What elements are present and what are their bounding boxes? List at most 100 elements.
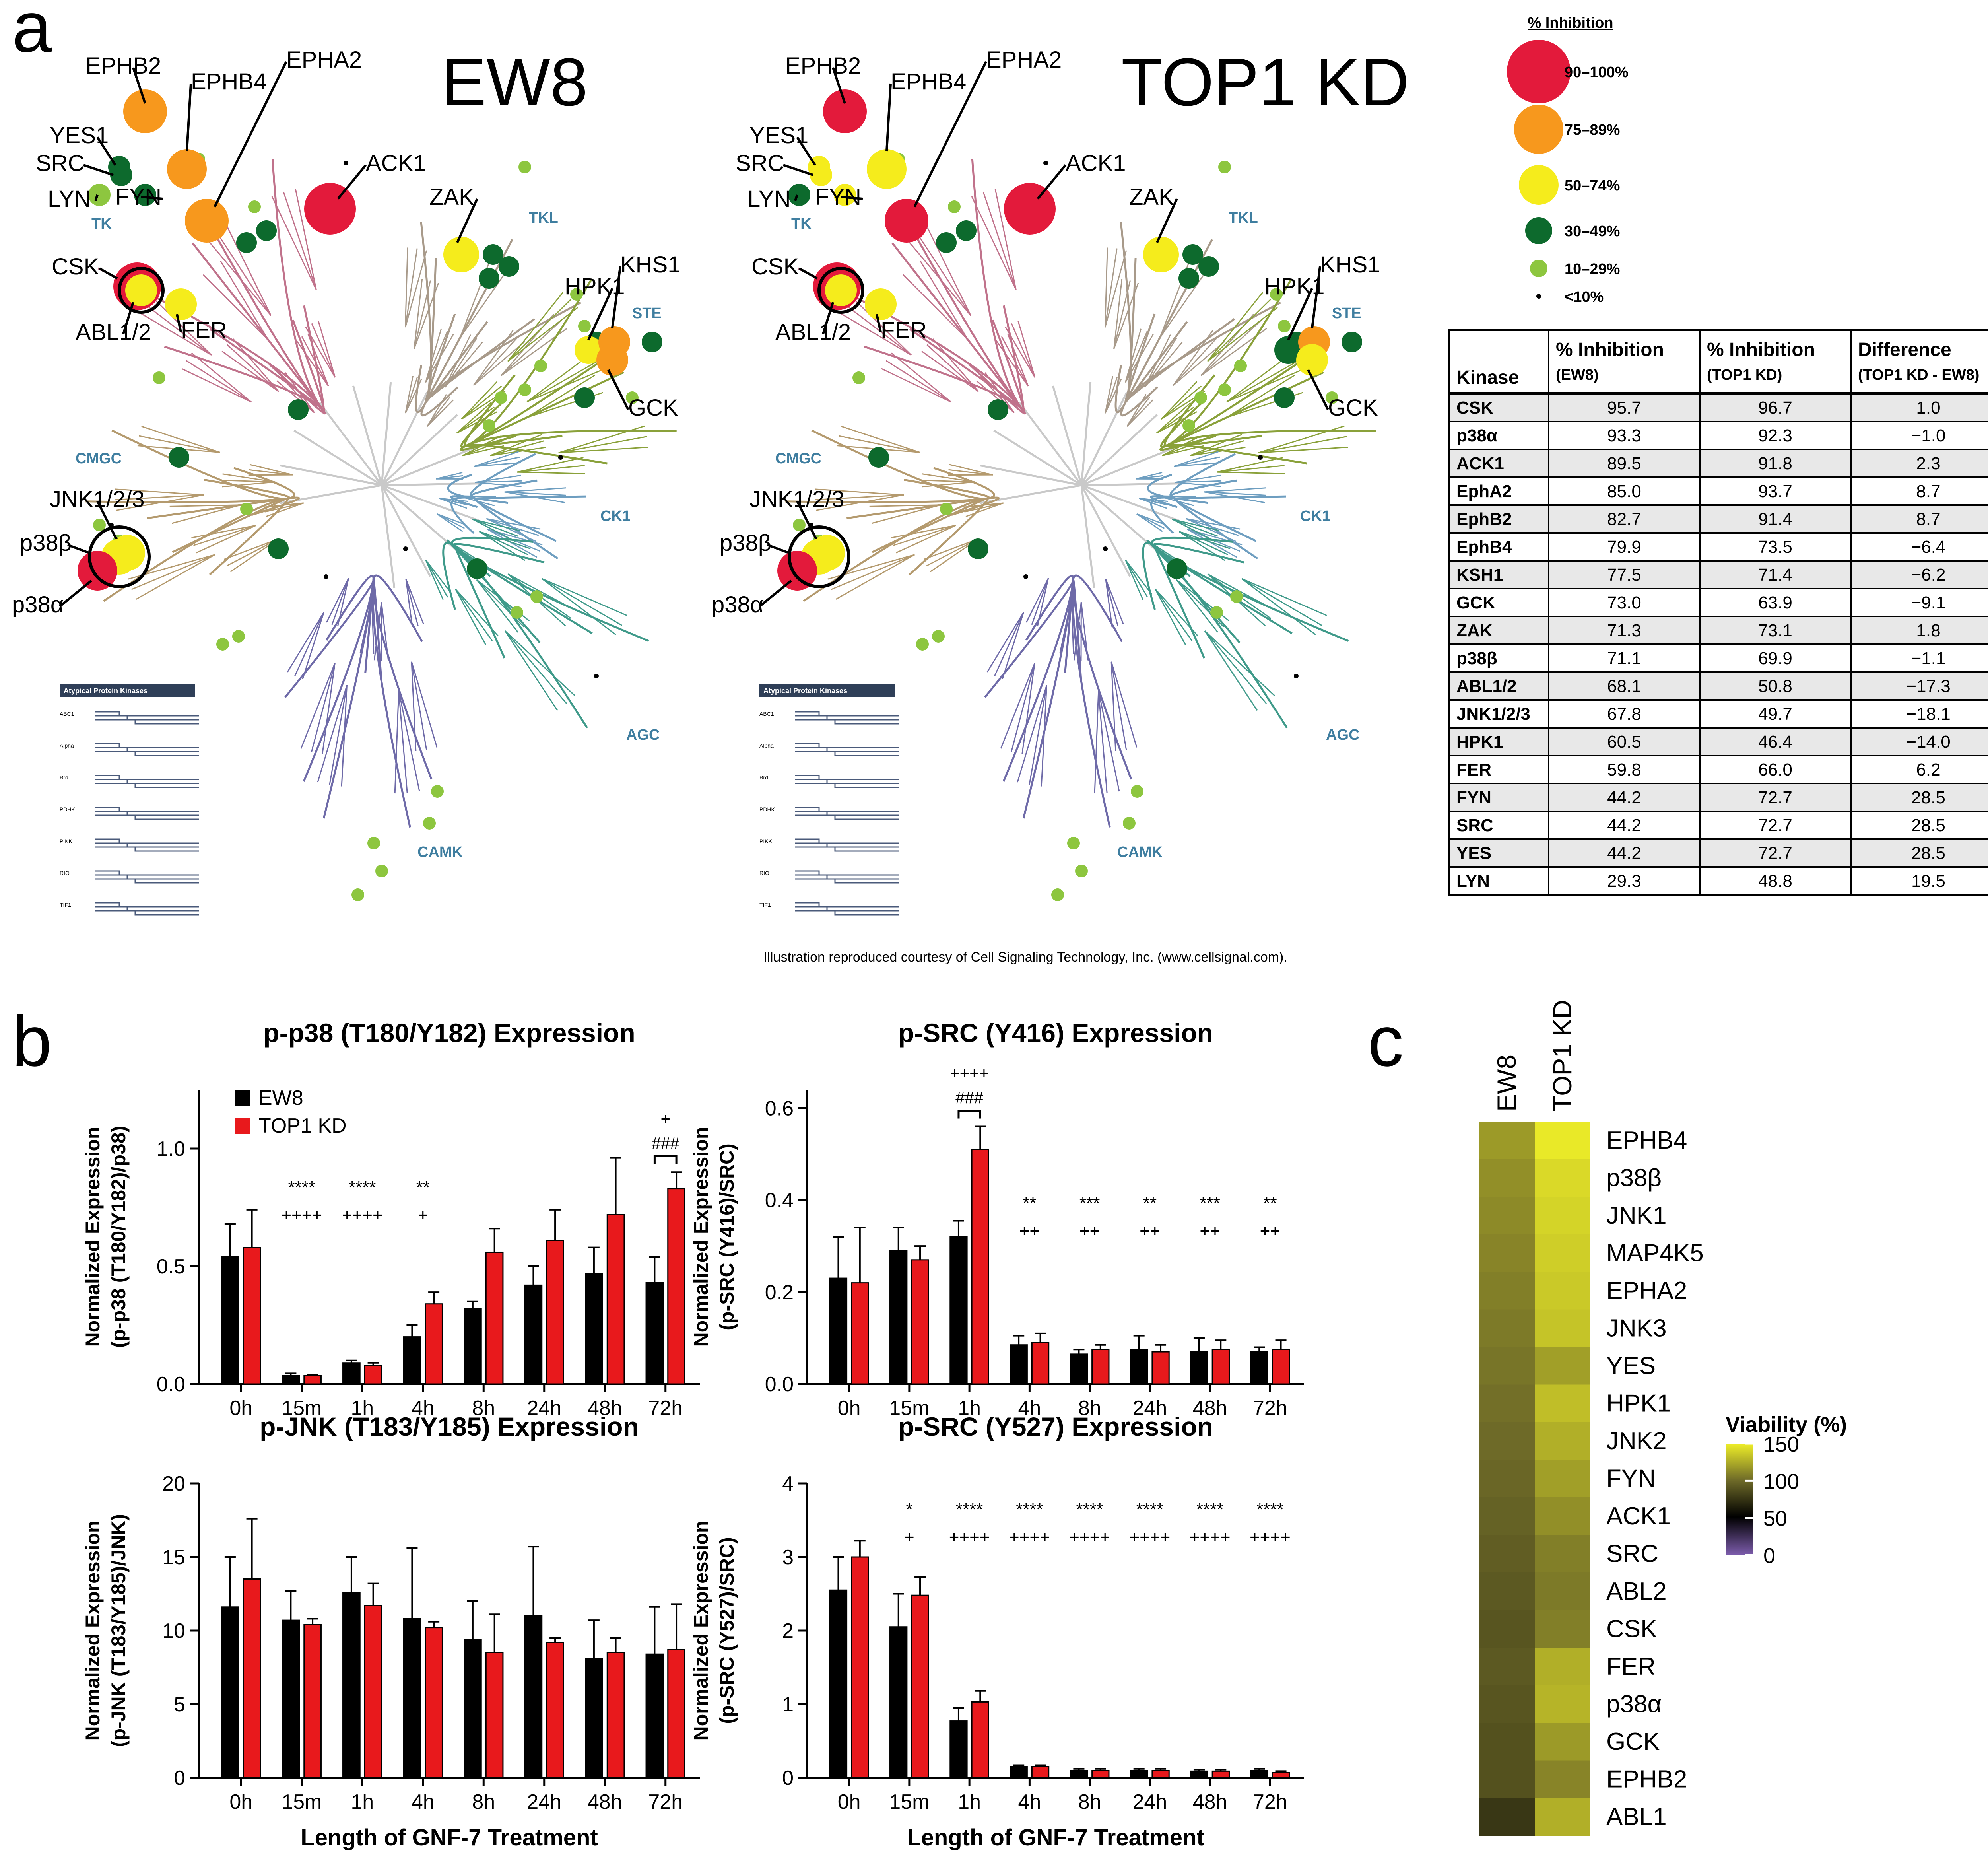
x-tick-label: 1h [351,1790,374,1814]
kinase-dot-hpk1 [575,336,602,364]
panel-label-b: b [12,1001,52,1081]
significance-plus: ++ [1019,1221,1040,1241]
bar-top1kd [546,1240,564,1385]
trunk-branch [1080,484,1131,577]
kinase-twig [980,376,1015,413]
atypical-branch [795,719,899,725]
trunk-branch [1081,445,1178,486]
kinase-label-gck: GCK [1328,395,1378,421]
bracket-label: ### [955,1088,984,1107]
bracket-label: ### [652,1134,680,1153]
atypical-branch [795,779,899,784]
legend-dot-1 [1514,105,1563,154]
kinase-twig [280,376,315,413]
callout-line-epha2 [214,61,287,208]
kinase-branch [425,301,581,402]
table-cell-value: 28.5 [1911,844,1945,863]
kinase-twig [479,531,528,556]
kinase-twig [427,399,454,427]
kinase-twig [1005,326,1036,378]
atypical-branch [795,711,899,717]
bar-top1kd [606,1652,625,1779]
kinase-twig [921,350,979,392]
kinase-twig [331,578,349,625]
kinase-dot-minor [1075,865,1088,877]
kinase-twig [1105,579,1118,626]
kinase-branch [325,575,375,641]
table-cell-value: −6.2 [1911,565,1946,585]
kinase-twig [474,451,519,467]
significance-plus: + [418,1205,428,1225]
kinase-branch [1002,580,1074,782]
kinase-dot-minor [868,447,889,468]
table-cell-value: 91.8 [1758,454,1792,473]
bar-ew8 [949,1720,968,1779]
bar-top1kd [1151,1351,1170,1385]
kinase-dot-src [810,164,832,186]
kinase-twig [922,473,975,483]
kinase-label-csk: CSK [751,254,799,280]
kinase-twig [965,502,1004,517]
kinase-twig [371,597,375,654]
heatmap-cell [1479,1122,1535,1160]
kinase-twig [517,465,585,473]
table-cell-value: 19.5 [1911,871,1945,891]
callout-line-src [783,164,813,176]
kinase-branch [1072,574,1123,642]
atypical-branch [95,779,199,784]
kinase-label-fer: FER [181,317,227,343]
kinase-twig [1110,661,1127,750]
table-cell-value: 46.4 [1758,732,1792,752]
kinase-dot-ack1 [304,183,356,235]
callout-line-lyn [794,194,798,201]
heatmap-cell [1535,1272,1590,1310]
kinase-twig [405,579,413,628]
panel-label-a: a [12,0,52,67]
bar-top1kd [667,1649,685,1779]
heatmap-cell [1535,1723,1590,1761]
table-cell-value: 95.7 [1607,398,1641,418]
kinase-twig [1178,531,1231,549]
group-label-tkl: TKL [529,210,558,226]
table-row [1449,505,1988,533]
kinase-twig [1104,247,1108,328]
kinase-branch [933,467,996,500]
kinase-label-ephb2: EPHB2 [85,53,161,79]
table-border [1448,329,1988,896]
kinase-twig [881,368,951,403]
heatmap-row-label: SRC [1606,1540,1658,1568]
kinase-label-khs1: KHS1 [620,252,681,278]
kinase-label-zak: ZAK [429,184,474,210]
heatmap-cell [1479,1760,1535,1798]
x-tick-label: 4h [1018,1790,1041,1814]
kinase-twig [504,630,567,704]
viability-heatmap: EPHB4 p38β JNK1 MAP4K5 EPHA2 JNK3 YES HPK1 JNK2 F… [1479,1000,1847,1836]
atypical-branch [95,711,199,717]
kinase-twig [193,525,256,546]
kinase-twig [507,307,579,362]
kinase-dot-minor [948,200,961,213]
kinase-twig [508,573,577,611]
kinase-twig [1161,385,1202,420]
chart-p-p38: p-p38 (T180/Y182) Expression 0.0 0.5 1.0 Nor… [82,1018,700,1420]
kinase-twig [1105,376,1113,414]
kinase-dot-minor [423,817,436,830]
kinase-dot-minor [518,383,531,396]
kinase-dot-low [594,674,599,678]
table-cell-value: 44.2 [1607,816,1641,835]
kinase-branch [454,546,649,642]
significance-star: ** [1023,1193,1036,1213]
kinase-dot-abl [125,274,157,306]
kinase-twig [541,578,616,635]
table-cell-kinase: EphB2 [1456,509,1512,529]
atypical-family: PDHK [759,806,775,812]
kinase-twig [317,685,348,783]
kinase-branch [969,363,1026,415]
kinase-twig [1241,578,1322,626]
heatmap-cell [1535,1384,1590,1423]
kinase-twig [922,481,975,488]
kinase-twig [411,661,438,748]
kinase-twig [1124,330,1148,383]
kinase-twig [1161,381,1198,420]
kinase-twig [411,661,417,751]
